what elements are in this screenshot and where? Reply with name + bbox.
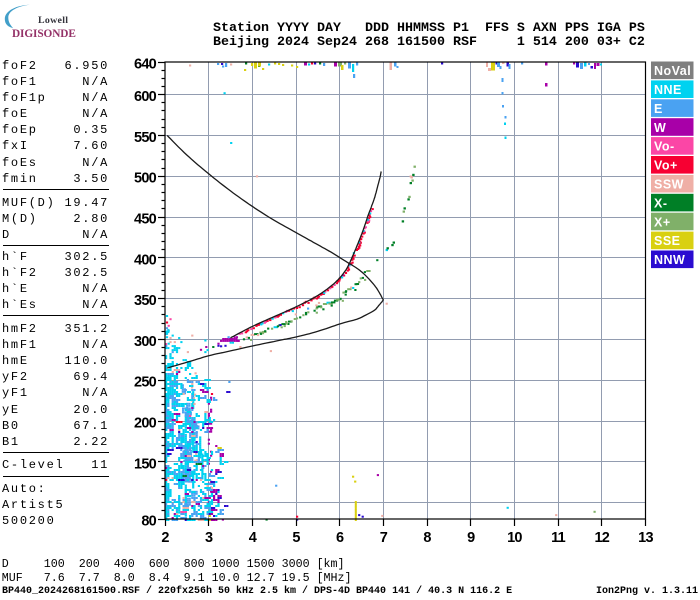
svg-text:350: 350 <box>134 293 157 309</box>
svg-text:E: E <box>654 102 663 116</box>
svg-text:NoVal: NoVal <box>654 64 691 78</box>
svg-text:Lowell: Lowell <box>38 15 68 26</box>
svg-text:SSW: SSW <box>654 178 684 192</box>
svg-text:9: 9 <box>467 530 475 546</box>
svg-text:200: 200 <box>134 416 157 432</box>
svg-text:2: 2 <box>161 530 169 546</box>
svg-text:6: 6 <box>336 530 344 546</box>
svg-text:550: 550 <box>134 130 157 146</box>
svg-text:400: 400 <box>134 252 157 268</box>
svg-text:13: 13 <box>638 530 653 546</box>
svg-text:8: 8 <box>423 530 431 546</box>
svg-text:4: 4 <box>249 530 257 546</box>
svg-text:X-: X- <box>654 196 668 210</box>
svg-text:NNE: NNE <box>654 83 682 97</box>
svg-text:450: 450 <box>134 212 157 228</box>
svg-text:250: 250 <box>134 375 157 391</box>
svg-text:Vo+: Vo+ <box>654 159 678 173</box>
svg-text:DIGISONDE: DIGISONDE <box>12 28 76 40</box>
svg-text:3: 3 <box>205 530 213 546</box>
svg-text:11: 11 <box>551 530 566 546</box>
svg-text:12: 12 <box>594 530 609 546</box>
svg-text:300: 300 <box>134 334 157 350</box>
svg-text:7: 7 <box>380 530 388 546</box>
svg-text:Vo-: Vo- <box>654 140 675 154</box>
svg-text:SSE: SSE <box>654 234 681 248</box>
svg-text:80: 80 <box>141 513 156 529</box>
svg-text:600: 600 <box>134 89 157 105</box>
svg-text:500: 500 <box>134 171 157 187</box>
svg-text:X+: X+ <box>654 215 671 229</box>
svg-text:640: 640 <box>134 56 157 72</box>
svg-text:5: 5 <box>292 530 300 546</box>
svg-text:10: 10 <box>507 530 522 546</box>
svg-text:150: 150 <box>134 456 157 472</box>
svg-text:NNW: NNW <box>654 253 685 267</box>
svg-text:W: W <box>654 121 666 135</box>
